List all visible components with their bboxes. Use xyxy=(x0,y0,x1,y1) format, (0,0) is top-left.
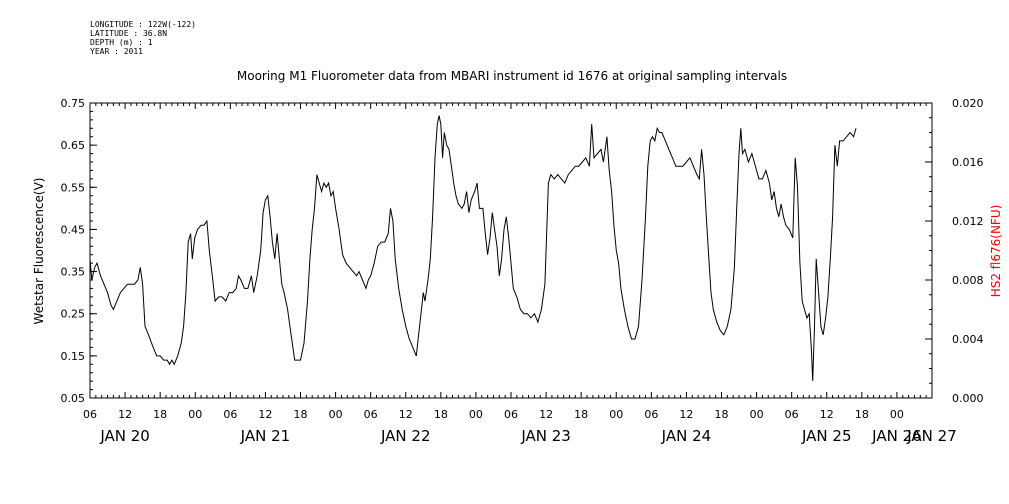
x-tick-label: 18 xyxy=(153,408,167,421)
x-axis: 06 12 18 00 06 12 18 00 06 12 18 00 06 12 18 00 06 12 18 00… xyxy=(83,103,957,445)
meta-longitude: LONGITUDE : 122W(-122) xyxy=(90,20,196,29)
x-tick-label: 12 xyxy=(679,408,693,421)
meta-latitude: LATITUDE : 36.8N xyxy=(90,29,168,38)
y2-tick-label: 0.012 xyxy=(952,215,984,228)
x-tick-label: 18 xyxy=(855,408,869,421)
y2-tick-label: 0.008 xyxy=(952,274,984,287)
x-tick-label: 18 xyxy=(574,408,588,421)
y-tick-label: 0.05 xyxy=(61,392,86,405)
x-tick-label: 06 xyxy=(504,408,518,421)
x-tick-label: 18 xyxy=(715,408,729,421)
x-tick-label: 00 xyxy=(188,408,202,421)
x-date-label: JAN 27 xyxy=(906,427,957,445)
y-tick-label: 0.35 xyxy=(61,266,86,279)
series-line-0 xyxy=(89,115,857,382)
y2-tick-label: 0.000 xyxy=(952,392,984,405)
y-axis-right: 0.000 0.004 0.008 0.012 0.016 0.020 xyxy=(925,97,984,405)
y2-tick-label: 0.016 xyxy=(952,156,984,169)
y-axis-left: 0.05 0.15 0.25 0.35 0.45 0.55 0.65 0.75 xyxy=(61,97,97,405)
meta-depth: DEPTH (m) : 1 xyxy=(90,38,153,47)
y-tick-label: 0.25 xyxy=(61,308,86,321)
y2-axis-title: HS2 fl676(NFU) xyxy=(989,205,1003,298)
x-tick-label: 00 xyxy=(609,408,623,421)
x-tick-label: 06 xyxy=(785,408,799,421)
y-tick-label: 0.45 xyxy=(61,223,86,236)
x-tick-label: 00 xyxy=(469,408,483,421)
chart-title: Mooring M1 Fluorometer data from MBARI i… xyxy=(237,69,787,83)
meta-year: YEAR : 2011 xyxy=(90,47,143,56)
x-tick-label: 06 xyxy=(644,408,658,421)
x-tick-label: 06 xyxy=(223,408,237,421)
x-tick-label: 12 xyxy=(539,408,553,421)
x-date-label: JAN 25 xyxy=(801,427,852,445)
x-tick-label: 12 xyxy=(820,408,834,421)
x-tick-label: 06 xyxy=(83,408,97,421)
y-tick-label: 0.75 xyxy=(61,97,86,110)
x-tick-label: 06 xyxy=(364,408,378,421)
series-layer xyxy=(89,115,857,382)
y2-tick-label: 0.020 xyxy=(952,97,984,110)
x-tick-label: 00 xyxy=(890,408,904,421)
y-tick-label: 0.55 xyxy=(61,181,86,194)
x-date-label: JAN 24 xyxy=(661,427,712,445)
x-tick-label: 00 xyxy=(750,408,764,421)
x-tick-label: 00 xyxy=(329,408,343,421)
y-tick-label: 0.65 xyxy=(61,139,86,152)
x-date-label: JAN 26 xyxy=(871,427,922,445)
x-date-label: JAN 23 xyxy=(520,427,571,445)
plot-frame xyxy=(89,102,933,399)
x-tick-label: 18 xyxy=(434,408,448,421)
x-tick-label: 18 xyxy=(294,408,308,421)
location-metadata: LONGITUDE : 122W(-122) LATITUDE : 36.8N DE… xyxy=(90,20,196,56)
y-tick-label: 0.15 xyxy=(61,350,86,363)
y2-tick-label: 0.004 xyxy=(952,333,984,346)
y-axis-title: Wetstar Fluorescence(V) xyxy=(32,178,46,325)
x-tick-label: 12 xyxy=(118,408,132,421)
x-date-label: JAN 20 xyxy=(99,427,150,445)
x-date-label: JAN 21 xyxy=(240,427,291,445)
x-date-label: JAN 22 xyxy=(380,427,431,445)
x-tick-label: 12 xyxy=(399,408,413,421)
x-tick-label: 12 xyxy=(258,408,272,421)
